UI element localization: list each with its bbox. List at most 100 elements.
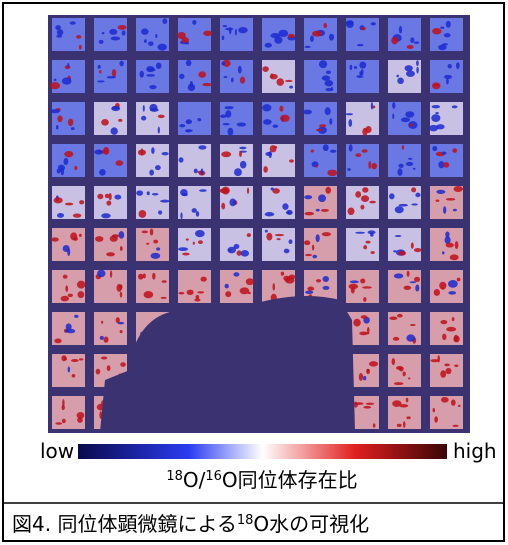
spot bbox=[407, 45, 414, 49]
spot bbox=[444, 75, 452, 79]
spot bbox=[57, 115, 62, 122]
spot bbox=[361, 195, 369, 202]
spot bbox=[457, 278, 461, 282]
spot bbox=[361, 69, 364, 75]
spot bbox=[361, 315, 368, 319]
spot bbox=[100, 336, 104, 340]
spot bbox=[355, 232, 365, 234]
spot bbox=[369, 201, 376, 204]
spot bbox=[198, 71, 206, 78]
spot bbox=[311, 149, 314, 152]
spot bbox=[111, 106, 120, 111]
spot bbox=[356, 75, 363, 78]
spot bbox=[247, 233, 251, 237]
spot bbox=[443, 162, 449, 168]
spot bbox=[102, 32, 105, 34]
microscope-image bbox=[48, 15, 470, 433]
spot bbox=[315, 165, 318, 167]
spot bbox=[99, 169, 106, 176]
spot bbox=[148, 41, 154, 46]
spot bbox=[118, 322, 125, 325]
spot bbox=[198, 145, 206, 149]
spot bbox=[225, 106, 234, 109]
spot bbox=[316, 129, 323, 131]
spot bbox=[227, 247, 236, 254]
spot bbox=[446, 327, 456, 332]
spot bbox=[329, 34, 334, 41]
spot bbox=[112, 234, 119, 237]
spot bbox=[234, 168, 242, 176]
spot bbox=[399, 204, 409, 207]
spot bbox=[201, 168, 204, 175]
grid-cell bbox=[430, 270, 463, 303]
spot bbox=[280, 115, 290, 122]
spot bbox=[179, 124, 185, 127]
spot bbox=[288, 34, 295, 38]
spot bbox=[346, 113, 354, 115]
spot bbox=[221, 151, 231, 157]
spot bbox=[307, 286, 314, 290]
spot bbox=[368, 161, 371, 169]
spot bbox=[229, 27, 232, 34]
spot bbox=[158, 127, 160, 134]
spot bbox=[222, 36, 225, 40]
spot bbox=[289, 239, 293, 244]
spot bbox=[97, 270, 105, 278]
spot bbox=[262, 66, 269, 72]
spot bbox=[179, 74, 185, 79]
spot bbox=[156, 247, 160, 250]
spot bbox=[281, 272, 284, 276]
spot bbox=[323, 23, 327, 28]
spot bbox=[441, 397, 449, 403]
spot bbox=[178, 292, 184, 295]
spot bbox=[155, 34, 157, 38]
spot bbox=[120, 246, 123, 251]
spot bbox=[139, 210, 147, 218]
spot bbox=[440, 370, 446, 377]
spot bbox=[282, 203, 288, 210]
spot bbox=[323, 144, 329, 151]
spot bbox=[116, 284, 121, 292]
spot bbox=[395, 235, 402, 237]
spot bbox=[438, 45, 447, 51]
spot bbox=[406, 162, 413, 166]
spot bbox=[110, 127, 117, 135]
spot bbox=[62, 405, 65, 410]
grid-cell bbox=[220, 102, 253, 135]
spot bbox=[101, 213, 110, 218]
spot bbox=[410, 37, 414, 43]
spot bbox=[72, 374, 76, 378]
spot bbox=[404, 286, 412, 290]
spot bbox=[289, 86, 293, 89]
spot bbox=[57, 29, 63, 35]
spot bbox=[396, 366, 403, 370]
spot bbox=[366, 403, 375, 405]
spot bbox=[397, 78, 404, 85]
spot bbox=[101, 119, 109, 126]
spot bbox=[195, 230, 205, 237]
spot bbox=[235, 29, 237, 36]
spot bbox=[225, 284, 229, 289]
spot bbox=[63, 275, 68, 279]
spot bbox=[73, 214, 81, 218]
spot bbox=[363, 245, 367, 249]
spot bbox=[312, 255, 317, 259]
spot bbox=[200, 277, 206, 282]
spot bbox=[305, 290, 313, 294]
spot bbox=[440, 320, 447, 324]
spot bbox=[225, 291, 231, 297]
spot bbox=[363, 406, 371, 409]
spot bbox=[275, 234, 284, 236]
spot bbox=[431, 114, 440, 122]
spot bbox=[414, 248, 422, 252]
spot bbox=[187, 290, 194, 295]
spot bbox=[103, 147, 109, 155]
spot bbox=[182, 193, 188, 196]
spot bbox=[219, 188, 229, 193]
spot bbox=[107, 365, 111, 371]
spot bbox=[409, 124, 413, 127]
spot bbox=[193, 242, 195, 245]
superscript: 18 bbox=[237, 513, 254, 528]
spot bbox=[304, 240, 310, 245]
spot bbox=[122, 30, 126, 35]
